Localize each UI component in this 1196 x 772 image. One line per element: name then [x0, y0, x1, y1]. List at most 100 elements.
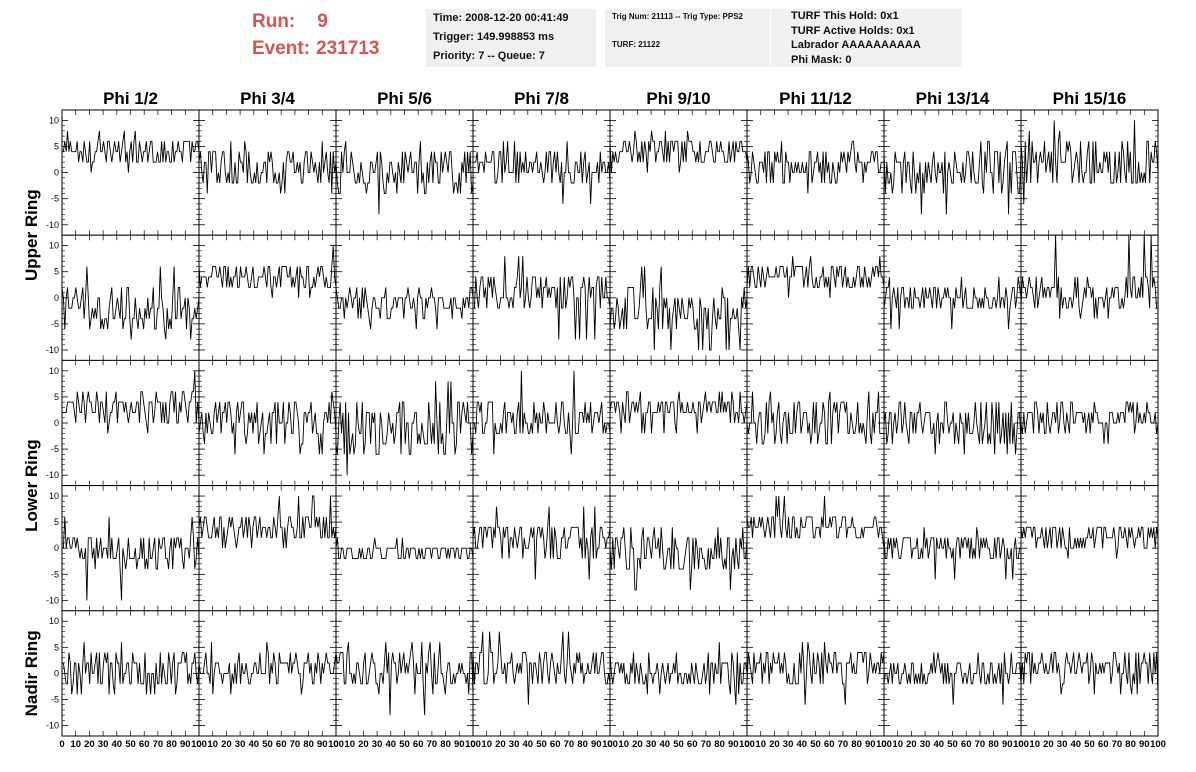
x-tick-label: 0: [59, 739, 64, 750]
panel-frame: [883, 485, 1022, 612]
y-tick-label: 10: [49, 366, 59, 376]
x-tick-label: 0: [333, 739, 338, 750]
waveform-panel: [1020, 109, 1159, 236]
x-tick-label: 0: [607, 739, 612, 750]
time-text: Time: 2008-12-20 00:41:49: [433, 12, 569, 24]
trig-info-box: Trig Num: 21113 -- Trig Type: PPS2 TURF:…: [605, 9, 770, 67]
x-tick-label: 80: [1125, 739, 1136, 750]
waveform-line: [746, 495, 885, 549]
x-tick-label: 30: [783, 739, 794, 750]
x-tick-label: 20: [221, 739, 232, 750]
x-tick-label: 90: [591, 739, 602, 750]
y-tick-label: 10: [49, 616, 59, 626]
panel-frame: [1020, 234, 1159, 361]
waveform-line: [62, 516, 200, 601]
y-tick-label: 5: [54, 642, 59, 652]
waveform-panel: [1020, 359, 1159, 487]
phi-column-title: Phi 13/14: [916, 89, 990, 108]
phi-column-title: Phi 15/16: [1053, 89, 1127, 108]
waveform-line: [335, 642, 474, 716]
x-tick-label: 40: [1071, 739, 1082, 750]
x-tick-label: 10: [481, 739, 492, 750]
x-tick-label: 100: [876, 739, 892, 750]
x-tick-label: 20: [495, 739, 506, 750]
y-tick-label: 0: [54, 668, 59, 678]
x-tick-label: 20: [358, 739, 369, 750]
turf-num-text: TURF: 21122: [612, 40, 661, 49]
y-tick-label: -10: [46, 595, 59, 605]
event-value: 231713: [316, 38, 380, 59]
waveform-line: [335, 286, 474, 330]
waveform-line: [883, 527, 1021, 580]
event-label: Event:: [252, 38, 311, 59]
waveform-line: [1020, 526, 1159, 559]
waveform-line: [198, 642, 337, 695]
x-tick-label: 40: [523, 739, 534, 750]
panel-frame: [746, 234, 885, 361]
phi-column-title: Phi 11/12: [779, 89, 852, 108]
x-tick-label: 50: [125, 739, 136, 750]
x-tick-label: 90: [180, 739, 191, 750]
x-tick-label: 100: [739, 739, 755, 750]
waveform-panel: [1020, 234, 1159, 361]
panel-frame: [61, 485, 200, 612]
x-tick-label: 50: [536, 739, 547, 750]
waveform-line: [198, 495, 337, 549]
x-tick-label: 90: [1139, 739, 1150, 750]
y-tick-label: -10: [46, 220, 59, 230]
x-tick-label: 60: [550, 739, 561, 750]
turf-active-holds-text: TURF Active Holds: 0x1: [791, 24, 915, 37]
x-tick-label: 70: [290, 739, 301, 750]
x-tick-label: 100: [602, 739, 618, 750]
waveform-line: [1020, 235, 1158, 319]
y-tick-label: 5: [54, 267, 59, 277]
x-tick-label: 10: [207, 739, 218, 750]
phi-column-title: Phi 7/8: [514, 89, 569, 108]
x-tick-label: 30: [98, 739, 109, 750]
panel-frame: [198, 610, 337, 737]
y-tick-label: 5: [54, 142, 59, 152]
x-tick-label: 30: [920, 739, 931, 750]
y-tick-label: 10: [49, 491, 59, 501]
x-tick-label: 40: [660, 739, 671, 750]
x-tick-label: 70: [701, 739, 712, 750]
x-tick-label: 90: [865, 739, 876, 750]
y-tick-label: 5: [54, 392, 59, 402]
waveform-line: [198, 245, 337, 298]
x-tick-label: 20: [632, 739, 643, 750]
panel-frame: [883, 610, 1022, 737]
x-tick-label: 100: [1013, 739, 1029, 750]
waveform-line: [62, 370, 200, 434]
x-tick-label: 20: [769, 739, 780, 750]
y-tick-label: 10: [49, 241, 59, 251]
labrador-text: Labrador AAAAAAAAAA: [791, 39, 921, 51]
y-tick-label: 0: [54, 293, 59, 303]
y-tick-label: -10: [46, 721, 59, 731]
waveform-line: [609, 266, 748, 351]
panel-frame: [61, 234, 200, 361]
x-tick-label: 40: [934, 739, 945, 750]
y-tick-label: -5: [51, 444, 59, 454]
y-tick-label: -5: [51, 319, 59, 329]
waveform-line: [1020, 401, 1159, 444]
panel-frame: [198, 234, 337, 361]
waveform-panel: -10-10-5-500551010: [46, 109, 220, 236]
waveform-panel: 0 10 20 30 40 50 60 70 80 90 100: [1018, 610, 1166, 750]
x-tick-label: 10: [892, 739, 903, 750]
y-tick-label: 0: [54, 543, 59, 553]
waveform-panel: -10-10-5-500551010: [46, 234, 220, 361]
waveform-panel: -10-10-5-500551010: [46, 359, 220, 487]
x-tick-label: 30: [646, 739, 657, 750]
